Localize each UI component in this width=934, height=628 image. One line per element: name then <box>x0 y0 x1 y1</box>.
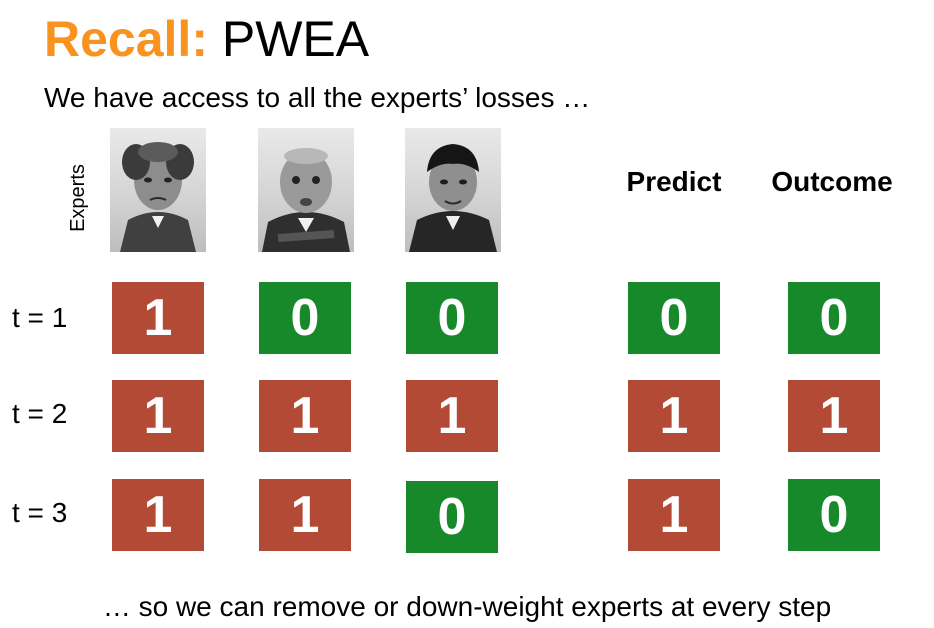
cell-t1-expert2: 0 <box>259 282 351 354</box>
slide-title: Recall: PWEA <box>44 8 369 70</box>
cell-t2-expert1: 1 <box>112 380 204 452</box>
cell-t3-expert1: 1 <box>112 479 204 551</box>
title-recall: Recall: <box>44 11 208 67</box>
expert-photo-3 <box>405 128 501 252</box>
cell-t2-predict: 1 <box>628 380 720 452</box>
title-pwea: PWEA <box>221 11 370 67</box>
cell-t1-predict: 0 <box>628 282 720 354</box>
expert-photo-1 <box>110 128 206 252</box>
predict-header: Predict <box>626 166 722 197</box>
cell-t2-expert2: 1 <box>259 380 351 452</box>
row-label-t3: t = 3 <box>12 497 68 528</box>
expert-photo-2 <box>258 128 354 252</box>
cell-t2-expert3: 1 <box>406 380 498 452</box>
cell-t1-expert3: 0 <box>406 282 498 354</box>
cell-t3-expert3: 0 <box>406 481 498 553</box>
cell-t2-outcome: 1 <box>788 380 880 452</box>
experts-label: Experts <box>67 164 89 232</box>
cell-t1-outcome: 0 <box>788 282 880 354</box>
cell-t3-predict: 1 <box>628 479 720 551</box>
row-label-t2: t = 2 <box>12 398 68 429</box>
outcome-header: Outcome <box>771 166 893 197</box>
cell-t1-expert1: 1 <box>112 282 204 354</box>
footer-note: … so we can remove or down-weight expert… <box>102 591 832 622</box>
cell-t3-outcome: 0 <box>788 479 880 551</box>
cell-t3-expert2: 1 <box>259 479 351 551</box>
subtitle: We have access to all the experts’ losse… <box>44 82 591 113</box>
row-label-t1: t = 1 <box>12 302 68 333</box>
